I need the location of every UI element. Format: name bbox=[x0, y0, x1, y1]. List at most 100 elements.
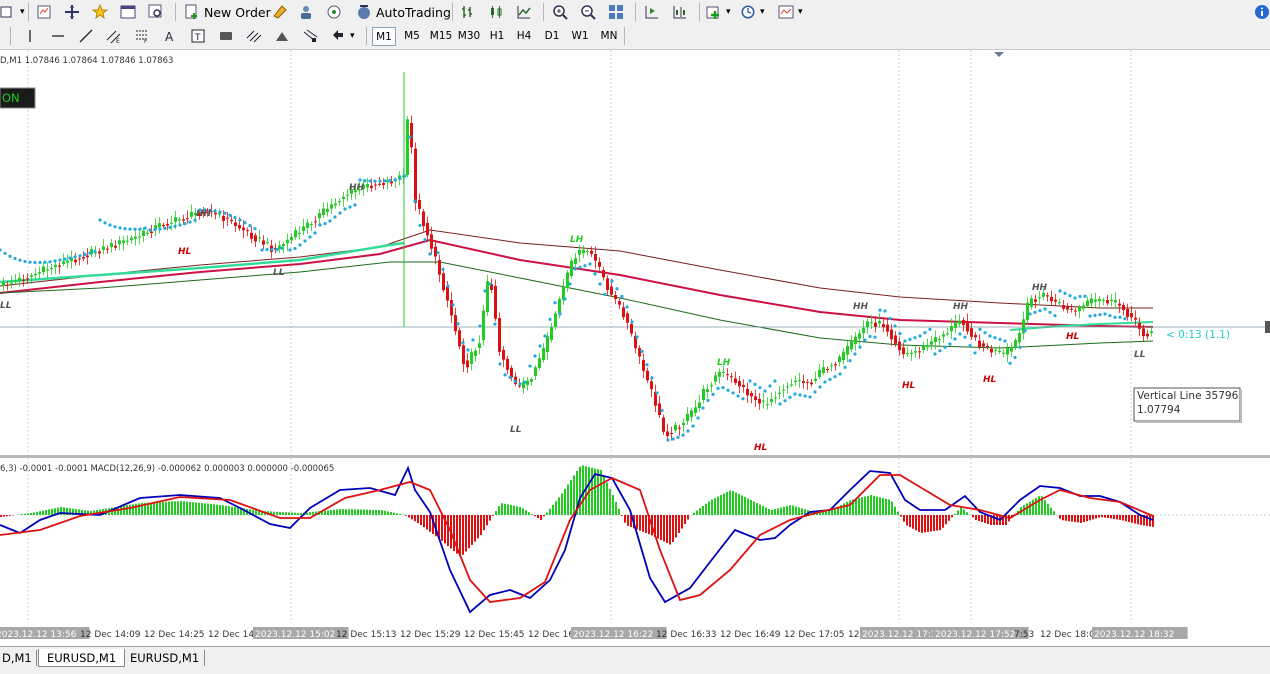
bear-candle[interactable] bbox=[1138, 323, 1141, 329]
bear-candle[interactable] bbox=[442, 273, 445, 290]
signals-button[interactable] bbox=[326, 2, 342, 22]
bull-candle[interactable] bbox=[538, 358, 541, 368]
indicator-separator[interactable] bbox=[0, 455, 1270, 458]
bear-candle[interactable] bbox=[262, 240, 265, 244]
bear-candle[interactable] bbox=[78, 258, 81, 259]
bull-candle[interactable] bbox=[146, 233, 149, 234]
bull-candle[interactable] bbox=[1026, 303, 1029, 320]
bull-candle[interactable] bbox=[854, 337, 857, 344]
bear-candle[interactable] bbox=[374, 185, 377, 186]
bear-candle[interactable] bbox=[506, 359, 509, 370]
bull-candle[interactable] bbox=[686, 414, 689, 421]
bear-candle[interactable] bbox=[1050, 297, 1053, 301]
bull-candle[interactable] bbox=[1006, 348, 1009, 355]
bull-candle[interactable] bbox=[714, 375, 717, 381]
rectangle-tool[interactable] bbox=[218, 26, 234, 46]
bear-candle[interactable] bbox=[378, 184, 381, 185]
info-button[interactable] bbox=[1254, 2, 1270, 22]
bull-candle[interactable] bbox=[818, 370, 821, 377]
bear-candle[interactable] bbox=[26, 278, 29, 279]
bull-candle[interactable] bbox=[526, 381, 529, 385]
bear-candle[interactable] bbox=[226, 218, 229, 219]
bull-candle[interactable] bbox=[266, 242, 269, 243]
timeframe-w1-button[interactable]: W1 bbox=[568, 27, 592, 46]
bull-candle[interactable] bbox=[534, 367, 537, 376]
triangle-tool[interactable] bbox=[274, 26, 290, 46]
bear-candle[interactable] bbox=[626, 313, 629, 322]
bear-candle[interactable] bbox=[246, 230, 249, 231]
bull-candle[interactable] bbox=[934, 337, 937, 342]
timeframe-m15-button[interactable]: M15 bbox=[428, 27, 454, 46]
bull-candle[interactable] bbox=[766, 404, 769, 405]
periods-button[interactable]: ▾ bbox=[740, 2, 765, 22]
bull-candle[interactable] bbox=[290, 237, 293, 240]
bear-candle[interactable] bbox=[894, 336, 897, 344]
bear-candle[interactable] bbox=[1054, 300, 1057, 302]
bull-candle[interactable] bbox=[870, 322, 873, 323]
bull-candle[interactable] bbox=[778, 393, 781, 394]
bear-candle[interactable] bbox=[662, 418, 665, 432]
zoom-in-button[interactable] bbox=[552, 2, 568, 22]
gann-tool[interactable] bbox=[246, 26, 262, 46]
bear-candle[interactable] bbox=[234, 222, 237, 225]
bear-candle[interactable] bbox=[214, 213, 217, 215]
bull-candle[interactable] bbox=[330, 204, 333, 208]
bull-candle[interactable] bbox=[1082, 306, 1085, 309]
bear-candle[interactable] bbox=[1142, 328, 1145, 336]
bear-candle[interactable] bbox=[230, 220, 233, 221]
bull-candle[interactable] bbox=[310, 224, 313, 225]
bull-candle[interactable] bbox=[690, 410, 693, 417]
bull-candle[interactable] bbox=[1086, 300, 1089, 306]
bull-candle[interactable] bbox=[342, 197, 345, 199]
bull-candle[interactable] bbox=[38, 272, 41, 273]
bull-candle[interactable] bbox=[702, 389, 705, 400]
bear-candle[interactable] bbox=[734, 378, 737, 383]
bull-candle[interactable] bbox=[682, 423, 685, 425]
bear-candle[interactable] bbox=[622, 307, 625, 317]
bull-candle[interactable] bbox=[546, 336, 549, 352]
bull-candle[interactable] bbox=[1110, 300, 1113, 301]
bull-candle[interactable] bbox=[770, 399, 773, 402]
bear-candle[interactable] bbox=[1046, 295, 1049, 296]
bear-candle[interactable] bbox=[410, 123, 413, 147]
auto-scroll-button[interactable] bbox=[644, 2, 660, 22]
bear-candle[interactable] bbox=[802, 381, 805, 383]
chart-window[interactable]: D,M1 1.07846 1.07864 1.07846 1.07863 ON … bbox=[0, 50, 1270, 646]
bear-candle[interactable] bbox=[890, 330, 893, 340]
bear-candle[interactable] bbox=[186, 218, 189, 219]
bull-candle[interactable] bbox=[710, 385, 713, 386]
bear-candle[interactable] bbox=[670, 433, 673, 434]
bull-candle[interactable] bbox=[66, 261, 69, 263]
bull-candle[interactable] bbox=[950, 326, 953, 331]
chart-tab-1[interactable]: D,M1 bbox=[0, 649, 40, 667]
bear-candle[interactable] bbox=[594, 254, 597, 261]
bear-candle[interactable] bbox=[974, 335, 977, 337]
bear-candle[interactable] bbox=[1062, 305, 1065, 309]
bull-candle[interactable] bbox=[338, 201, 341, 202]
bear-candle[interactable] bbox=[918, 351, 921, 352]
bear-candle[interactable] bbox=[98, 251, 101, 253]
bear-candle[interactable] bbox=[614, 295, 617, 299]
horizontal-line-tool[interactable] bbox=[50, 26, 66, 46]
bear-candle[interactable] bbox=[242, 228, 245, 231]
bull-candle[interactable] bbox=[790, 384, 793, 385]
bull-candle[interactable] bbox=[122, 240, 125, 243]
bull-candle[interactable] bbox=[542, 348, 545, 360]
bull-candle[interactable] bbox=[42, 267, 45, 272]
bear-candle[interactable] bbox=[806, 382, 809, 383]
bull-candle[interactable] bbox=[866, 321, 869, 327]
bull-candle[interactable] bbox=[578, 250, 581, 255]
bear-candle[interactable] bbox=[166, 224, 169, 226]
bull-candle[interactable] bbox=[62, 261, 65, 264]
bull-candle[interactable] bbox=[998, 351, 1001, 352]
bull-candle[interactable] bbox=[1094, 299, 1097, 301]
bull-candle[interactable] bbox=[822, 367, 825, 373]
bear-candle[interactable] bbox=[462, 345, 465, 364]
bear-candle[interactable] bbox=[602, 270, 605, 277]
bear-candle[interactable] bbox=[990, 349, 993, 353]
bull-candle[interactable] bbox=[1010, 347, 1013, 352]
bear-candle[interactable] bbox=[730, 376, 733, 377]
bear-candle[interactable] bbox=[650, 381, 653, 389]
bull-candle[interactable] bbox=[318, 213, 321, 218]
line-chart-button[interactable] bbox=[516, 2, 532, 22]
